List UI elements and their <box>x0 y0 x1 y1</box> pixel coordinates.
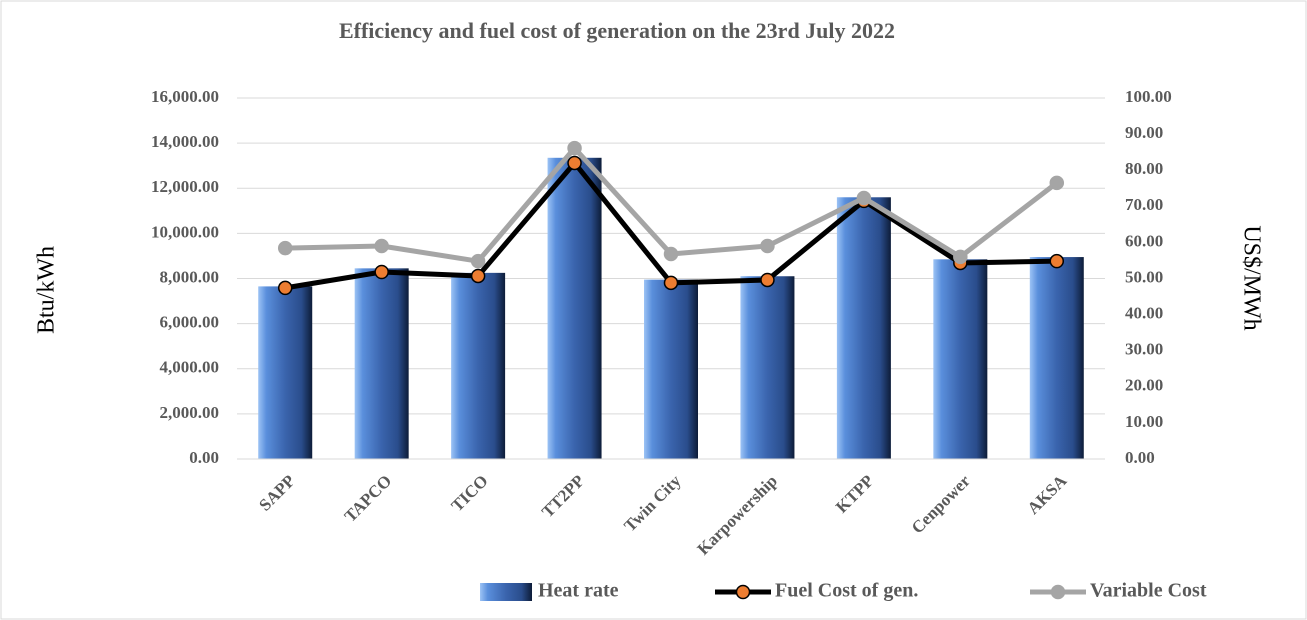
y-tick-label: 14,000.00 <box>151 132 219 151</box>
y2-tick-label: 70.00 <box>1125 195 1163 214</box>
bar <box>258 286 313 459</box>
y2-axis-title: US$/MWh <box>1238 225 1264 330</box>
y-tick-label: 0.00 <box>189 448 219 467</box>
marker <box>663 275 679 291</box>
bar <box>740 276 795 459</box>
marker <box>277 240 293 256</box>
legend-label: Heat rate <box>538 580 619 602</box>
legend-swatch <box>480 583 532 601</box>
marker <box>856 190 872 206</box>
y-tick-label: 12,000.00 <box>151 177 219 196</box>
legend-marker <box>1050 584 1066 600</box>
marker <box>277 280 293 296</box>
y2-tick-label: 0.00 <box>1125 448 1155 467</box>
marker <box>567 140 582 156</box>
marker <box>567 155 582 171</box>
y-tick-label: 2,000.00 <box>160 403 220 422</box>
bar <box>644 279 698 459</box>
bar <box>1029 257 1084 459</box>
marker <box>760 272 775 288</box>
bar <box>451 272 506 459</box>
y2-tick-label: 10.00 <box>1125 412 1163 431</box>
y2-tick-label: 30.00 <box>1125 340 1163 359</box>
legend-marker <box>735 584 751 600</box>
y-axis-title: Btu/kWh <box>34 246 60 334</box>
marker <box>470 253 486 269</box>
y2-tick-label: 90.00 <box>1125 123 1163 142</box>
marker <box>1049 253 1065 269</box>
bar <box>547 157 602 459</box>
marker <box>470 268 486 284</box>
bar <box>933 259 988 459</box>
bar <box>354 268 409 459</box>
marker <box>374 238 389 254</box>
marker <box>760 238 775 254</box>
y2-tick-label: 100.00 <box>1125 87 1172 106</box>
marker <box>1049 175 1065 191</box>
y-tick-label: 10,000.00 <box>151 222 219 241</box>
y-tick-label: 16,000.00 <box>151 87 219 106</box>
y-tick-label: 6,000.00 <box>160 313 220 332</box>
marker <box>374 264 389 280</box>
legend-label: Fuel Cost of gen. <box>775 580 918 602</box>
y2-tick-label: 80.00 <box>1125 159 1163 178</box>
y-tick-label: 4,000.00 <box>160 358 220 377</box>
y2-tick-label: 20.00 <box>1125 376 1163 395</box>
y2-tick-label: 40.00 <box>1125 304 1163 323</box>
marker <box>953 249 968 265</box>
y2-tick-label: 60.00 <box>1125 231 1163 250</box>
y2-tick-label: 50.00 <box>1125 267 1163 286</box>
chart-title: Efficiency and fuel cost of generation o… <box>339 18 895 43</box>
legend-label: Variable Cost <box>1090 580 1207 602</box>
bar <box>836 197 891 459</box>
marker <box>663 246 679 262</box>
y-tick-label: 8,000.00 <box>160 267 220 286</box>
